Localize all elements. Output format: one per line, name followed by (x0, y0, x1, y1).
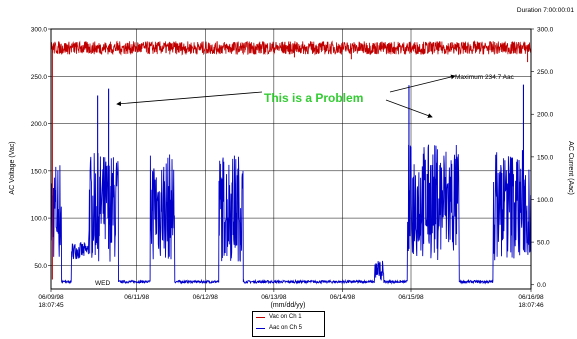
y-tick-label-left: 250.0 (31, 74, 48, 81)
y-tick-label-right: 250.0 (537, 69, 554, 76)
x-axis-label: (mm/dd/yy) (271, 302, 306, 309)
problem-text: This is a Problem (264, 91, 363, 105)
voltage-series-line (50, 40, 532, 56)
y-axis-right-label: AC Current (Aac) (567, 141, 574, 195)
current-series (50, 84, 532, 285)
legend-label-voltage: Vac on Ch 1 (269, 314, 302, 320)
day-marker-label: WED (95, 280, 110, 287)
x-tick-label: 06/16/98 (518, 294, 544, 301)
legend-swatch-current (256, 328, 265, 329)
x-tick-label: 06/11/98 (124, 294, 149, 301)
y-tick-label-left: 150.0 (31, 168, 48, 175)
y-axis-right-ticks: 0.0 50.0 100.0 150.0 200.0 250.0 300.0 (531, 27, 554, 289)
legend-label-current: Aac on Ch 5 (269, 325, 303, 331)
x-tick-label: 06/12/98 (193, 294, 219, 301)
duration-label: Duration 7:00:00:01 (517, 7, 574, 14)
y-tick-label-right: 300.0 (537, 27, 554, 34)
voltage-series (50, 40, 532, 280)
x-tick-label: 06/13/98 (261, 294, 287, 301)
y-tick-label-left: 100.0 (31, 216, 48, 223)
legend-item-current: Aac on Ch 5 (253, 323, 324, 334)
x-tick-sublabel: 18:07:45 (38, 302, 64, 309)
x-tick-label: 06/09/98 (38, 294, 64, 301)
legend-item-voltage: Vac on Ch 1 (253, 312, 324, 323)
y-tick-label-right: 200.0 (537, 112, 554, 119)
y-tick-label-right: 0.0 (537, 282, 546, 289)
legend-swatch-voltage (256, 317, 265, 318)
problem-arrow-right-bottom (385, 99, 433, 118)
x-tick-label: 06/14/98 (330, 294, 356, 301)
problem-arrow-left (116, 91, 263, 107)
problem-annotation: This is a Problem (116, 74, 456, 118)
problem-arrow-right-top (389, 74, 456, 93)
legend: Vac on Ch 1 Aac on Ch 5 (252, 311, 325, 337)
x-tick-sublabel: 18:07:46 (518, 302, 544, 309)
y-tick-label-left: 50.0 (34, 263, 47, 270)
y-tick-label-left: 300.0 (31, 27, 48, 34)
y-axis-left-ticks: 50.0 100.0 150.0 200.0 250.0 300.0 (31, 27, 51, 270)
y-axis-left-label: AC Voltage (Vac) (9, 141, 16, 194)
y-tick-label-right: 100.0 (537, 197, 554, 204)
y-tick-label-right: 150.0 (537, 154, 554, 161)
current-series-line (50, 144, 532, 285)
y-tick-label-right: 50.0 (537, 240, 550, 247)
plot-area (50, 28, 532, 290)
maximum-label: Maximum 234.7 Aac (455, 74, 515, 81)
y-tick-label-left: 200.0 (31, 121, 48, 128)
x-tick-label: 06/15/98 (398, 294, 424, 301)
